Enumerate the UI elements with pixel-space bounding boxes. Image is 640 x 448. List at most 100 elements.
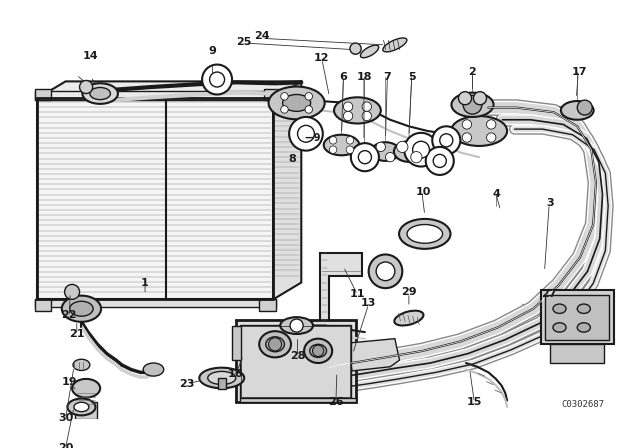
Bar: [35, 299, 276, 307]
Bar: [35, 91, 276, 100]
Ellipse shape: [394, 310, 424, 326]
Ellipse shape: [208, 371, 236, 384]
Ellipse shape: [70, 301, 93, 316]
Polygon shape: [550, 344, 604, 363]
Bar: [264, 89, 281, 100]
Ellipse shape: [283, 95, 310, 112]
Circle shape: [385, 152, 395, 162]
Text: 20: 20: [58, 443, 73, 448]
Ellipse shape: [199, 368, 244, 388]
Ellipse shape: [383, 38, 407, 52]
Circle shape: [474, 92, 486, 105]
Circle shape: [411, 151, 422, 163]
Text: 22: 22: [61, 310, 77, 320]
Bar: [241, 325, 351, 398]
Circle shape: [440, 134, 453, 147]
Text: 6: 6: [339, 72, 348, 82]
Ellipse shape: [451, 116, 507, 146]
Text: 7: 7: [383, 72, 391, 82]
Polygon shape: [273, 82, 301, 299]
Ellipse shape: [280, 317, 313, 334]
Text: 3: 3: [547, 198, 554, 208]
Bar: [35, 89, 51, 100]
Text: 10: 10: [415, 187, 431, 197]
Ellipse shape: [553, 304, 566, 314]
Circle shape: [305, 106, 312, 113]
Bar: [259, 299, 276, 310]
Text: 12: 12: [314, 53, 330, 63]
Text: 18: 18: [356, 72, 372, 82]
Circle shape: [462, 133, 472, 142]
Circle shape: [65, 284, 79, 299]
Polygon shape: [38, 82, 301, 98]
Circle shape: [344, 112, 353, 121]
Ellipse shape: [561, 101, 594, 120]
Circle shape: [413, 141, 429, 158]
Text: 13: 13: [361, 298, 376, 308]
Text: 14: 14: [83, 51, 99, 61]
Ellipse shape: [553, 323, 566, 332]
Circle shape: [298, 125, 314, 142]
Circle shape: [577, 100, 592, 115]
Text: 16: 16: [228, 369, 244, 379]
Circle shape: [210, 72, 225, 87]
Ellipse shape: [407, 224, 442, 243]
Polygon shape: [332, 339, 399, 372]
Circle shape: [290, 319, 303, 332]
Circle shape: [376, 142, 385, 151]
Text: 29: 29: [401, 287, 417, 297]
Circle shape: [305, 93, 312, 100]
Circle shape: [312, 345, 324, 357]
Bar: [545, 295, 609, 340]
Text: 21: 21: [69, 329, 84, 339]
Bar: [236, 320, 356, 402]
Text: C0302687: C0302687: [561, 400, 604, 409]
Circle shape: [432, 126, 460, 155]
Bar: [541, 290, 614, 344]
Circle shape: [462, 120, 472, 129]
Circle shape: [79, 81, 93, 94]
Ellipse shape: [304, 339, 332, 363]
Text: 23: 23: [179, 379, 195, 388]
Polygon shape: [232, 326, 241, 360]
Ellipse shape: [259, 331, 291, 358]
Ellipse shape: [74, 402, 89, 412]
Text: 11: 11: [349, 289, 365, 299]
Ellipse shape: [394, 141, 424, 162]
Circle shape: [351, 143, 379, 171]
Circle shape: [330, 146, 337, 153]
Circle shape: [376, 262, 395, 280]
Ellipse shape: [577, 304, 590, 314]
Text: 27: 27: [541, 289, 557, 299]
Circle shape: [289, 117, 323, 151]
Circle shape: [330, 137, 337, 144]
Text: 24: 24: [254, 30, 270, 41]
Circle shape: [281, 93, 288, 100]
Circle shape: [397, 141, 408, 152]
Circle shape: [281, 106, 288, 113]
Ellipse shape: [324, 135, 359, 155]
Circle shape: [486, 133, 496, 142]
Polygon shape: [241, 398, 356, 402]
Ellipse shape: [399, 219, 451, 249]
Text: 5: 5: [408, 72, 415, 82]
Bar: [38, 98, 273, 299]
Circle shape: [404, 133, 438, 167]
Bar: [75, 402, 97, 419]
Text: —9: —9: [304, 134, 321, 143]
Circle shape: [346, 137, 354, 144]
Ellipse shape: [451, 93, 493, 117]
Circle shape: [458, 92, 472, 105]
Bar: [35, 299, 51, 310]
Ellipse shape: [67, 399, 95, 415]
Circle shape: [463, 95, 482, 114]
Ellipse shape: [266, 337, 284, 352]
Ellipse shape: [310, 344, 326, 358]
Text: 26: 26: [328, 397, 344, 407]
Circle shape: [202, 65, 232, 95]
Ellipse shape: [143, 363, 164, 376]
Ellipse shape: [371, 142, 399, 161]
Ellipse shape: [90, 87, 111, 99]
Text: 17: 17: [572, 67, 587, 77]
Text: 4: 4: [493, 189, 500, 198]
